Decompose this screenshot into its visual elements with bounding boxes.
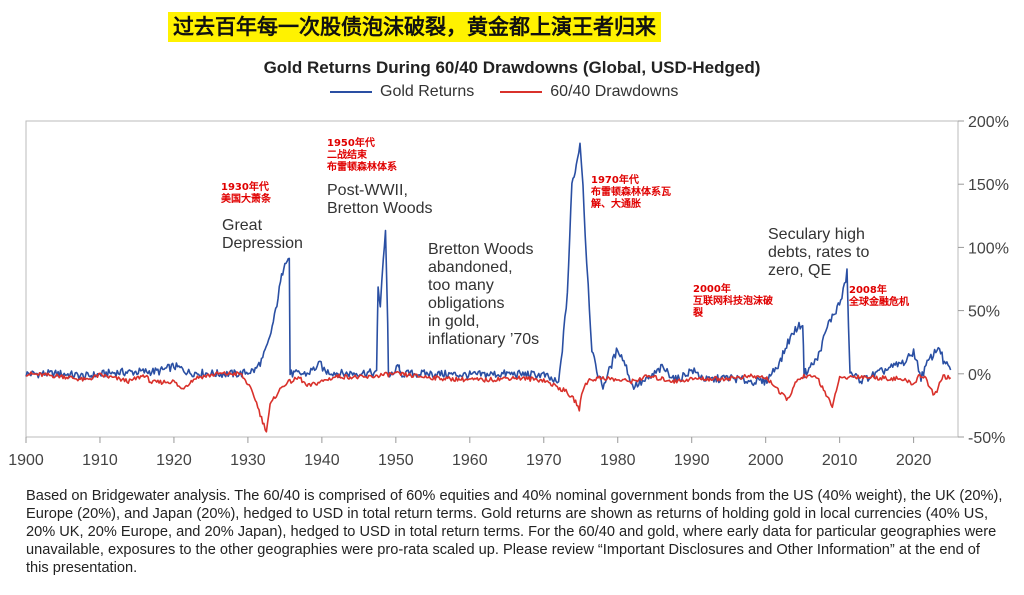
x-tick-label: 1910 xyxy=(82,452,118,469)
x-tick-label: 1900 xyxy=(8,452,44,469)
annotation-cn: 解、大通胀 xyxy=(591,197,641,210)
y-tick-label: 0% xyxy=(968,367,991,384)
annotation-cn: 2000年 xyxy=(693,282,731,295)
x-tick-label: 1960 xyxy=(452,452,488,469)
annotation-en: Depression xyxy=(222,235,303,252)
annotation-en: too many xyxy=(428,277,494,294)
x-tick-label: 2010 xyxy=(822,452,858,469)
legend-label-drawdowns: 60/40 Drawdowns xyxy=(550,83,679,100)
annotation-cn: 裂 xyxy=(692,306,703,319)
footnote: Based on Bridgewater analysis. The 60/40… xyxy=(26,488,1003,576)
annotations: 1930年代美国大萧条GreatDepression1950年代二战结束布雷顿森… xyxy=(221,136,909,348)
annotation-en: Bretton Woods xyxy=(327,200,433,217)
annotation-cn: 2008年 xyxy=(849,283,887,296)
x-tick-label: 2020 xyxy=(896,452,932,469)
annotation-cn: 1930年代 xyxy=(221,180,269,193)
x-tick-label: 1930 xyxy=(230,452,266,469)
annotation-cn: 1950年代 xyxy=(327,136,375,149)
annotation-en: Bretton Woods xyxy=(428,241,534,258)
x-tick-label: 1920 xyxy=(156,452,192,469)
annotation-en: in gold, xyxy=(428,313,480,330)
annotation-en: abandoned, xyxy=(428,259,513,276)
annotation-en: zero, QE xyxy=(768,262,831,279)
x-tick-label: 1940 xyxy=(304,452,340,469)
annotation-cn: 布雷顿森林体系 xyxy=(327,160,397,173)
annotation-en: inflationary ’70s xyxy=(428,331,539,348)
y-tick-label: 150% xyxy=(968,177,1009,194)
banner-headline: 过去百年每一次股债泡沫破裂，黄金都上演王者归来 xyxy=(168,12,661,42)
annotation-en: debts, rates to xyxy=(768,244,869,261)
x-tick-label: 2000 xyxy=(748,452,784,469)
annotation-cn: 布雷顿森林体系瓦 xyxy=(591,185,671,198)
legend-item-gold: Gold Returns xyxy=(330,83,474,101)
legend-item-drawdowns: 60/40 Drawdowns xyxy=(500,83,678,101)
legend-label-gold: Gold Returns xyxy=(380,83,475,100)
plot-frame xyxy=(25,120,959,438)
legend-swatch-drawdowns xyxy=(500,91,543,93)
chart-title: Gold Returns During 60/40 Drawdowns (Glo… xyxy=(263,58,761,77)
x-tick-label: 1970 xyxy=(526,452,562,469)
y-tick-label: 100% xyxy=(968,240,1009,257)
annotation-cn: 二战结束 xyxy=(327,148,368,161)
x-tick-label: 1950 xyxy=(378,452,414,469)
y-tick-label: 50% xyxy=(968,304,1000,321)
x-tick-label: 1990 xyxy=(674,452,710,469)
annotation-cn: 美国大萧条 xyxy=(221,192,272,205)
series-line-drawdowns xyxy=(25,370,952,433)
y-tick-label: -50% xyxy=(968,430,1005,447)
axis-ticks: 1900 1910 1920 1930 1940 1950 1960 1970 1980 1990… xyxy=(8,114,1009,469)
annotation-en: obligations xyxy=(428,295,505,312)
chart-legend: Gold Returns 60/40 Drawdowns xyxy=(330,83,678,101)
annotation-cn: 全球金融危机 xyxy=(848,295,909,308)
series-lines xyxy=(25,142,952,433)
y-tick-label: 200% xyxy=(968,114,1009,131)
annotation-cn: 1970年代 xyxy=(591,173,639,186)
annotation-cn: 互联网科技泡沫破 xyxy=(693,294,773,307)
series-line-gold-returns xyxy=(25,142,952,390)
annotation-en: Great xyxy=(222,217,263,234)
annotation-en: Seculary high xyxy=(768,226,865,243)
annotation-en: Post-WWII, xyxy=(327,182,408,199)
legend-swatch-gold xyxy=(330,91,372,93)
x-tick-label: 1980 xyxy=(600,452,636,469)
